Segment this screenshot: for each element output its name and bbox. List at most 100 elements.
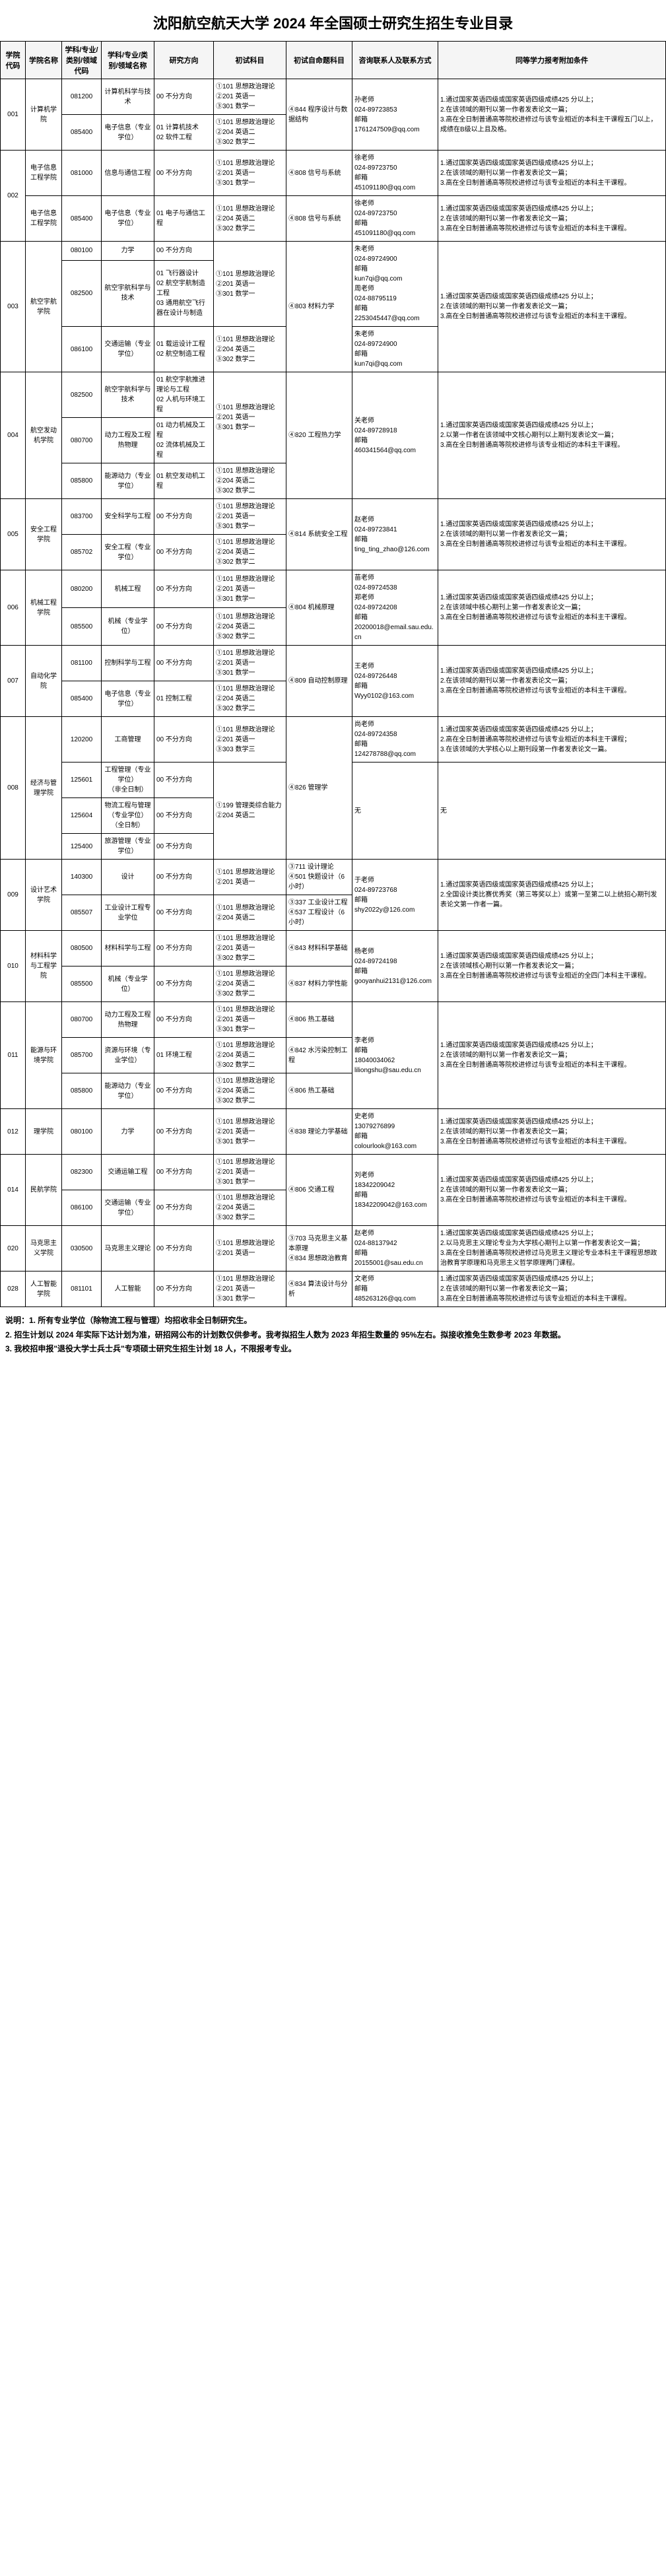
- table-cell: 电子信息（专业学位）: [102, 196, 154, 242]
- table-cell: 动力工程及工程热物理: [102, 1002, 154, 1038]
- table-cell: 080700: [62, 1002, 102, 1038]
- table-cell: ④808 信号与系统: [286, 196, 352, 242]
- table-cell: 002: [1, 151, 26, 242]
- table-cell: 航空宇航学院: [26, 242, 62, 372]
- table-cell: 120200: [62, 717, 102, 763]
- table-cell: 030500: [62, 1226, 102, 1271]
- table-cell: 史老师13079276899邮箱colourlook@163.com: [352, 1109, 438, 1155]
- table-cell: 航空发动机学院: [26, 372, 62, 499]
- table-cell: ④837 材料力学性能: [286, 966, 352, 1002]
- table-cell: 能源动力（专业学位）: [102, 1073, 154, 1109]
- table-row: 001计算机学院081200计算机科学与技术00 不分方向①101 思想政治理论…: [1, 79, 666, 115]
- table-row: 005安全工程学院083700安全科学与工程00 不分方向①101 思想政治理论…: [1, 499, 666, 535]
- table-cell: 01 电子与通信工程: [154, 196, 214, 242]
- table-cell: 1.通过国家英语四级或国家英语四级成绩425 分以上；2.在该领域的期刊以第一作…: [438, 646, 666, 717]
- table-cell: 电子信息工程学院: [26, 196, 62, 242]
- table-cell: 苗老师024-89724538郑老师024-89724208邮箱20200018…: [352, 570, 438, 646]
- table-cell: ①101 思想政治理论②204 英语二③302 数学二: [214, 681, 286, 717]
- table-cell: 电子信息工程学院: [26, 151, 62, 196]
- table-row: 014民航学院082300交通运输工程00 不分方向①101 思想政治理论②20…: [1, 1155, 666, 1190]
- table-cell: 085700: [62, 1038, 102, 1073]
- table-cell: ①101 思想政治理论②204 英语二③302 数学二: [214, 196, 286, 242]
- table-cell: 刘老师18342209042邮箱18342209042@163.com: [352, 1155, 438, 1226]
- table-cell: ④826 管理学: [286, 717, 352, 860]
- table-cell: 1.通过国家英语四级或国家英语四级成绩425 分以上；2.在该领域的期刊以第一作…: [438, 499, 666, 570]
- table-cell: ①101 思想政治理论②201 英语一③301 数学一: [214, 499, 286, 535]
- table-cell: 004: [1, 372, 26, 499]
- table-cell: 00 不分方向: [154, 1073, 214, 1109]
- table-cell: 00 不分方向: [154, 1109, 214, 1155]
- table-cell: 交通运输（专业学位）: [102, 327, 154, 372]
- table-cell: 文老师邮箱485263126@qq.com: [352, 1271, 438, 1307]
- table-cell: ④844 程序设计与数据结构: [286, 79, 352, 151]
- footer-notes: 说明：1. 所有专业学位（除物流工程与管理）均招收非全日制研究生。2. 招生计划…: [0, 1307, 666, 1363]
- table-cell: 00 不分方向: [154, 242, 214, 261]
- table-cell: ④842 水污染控制工程: [286, 1038, 352, 1073]
- table-cell: ①101 思想政治理论②201 英语一: [214, 1226, 286, 1271]
- table-cell: 材料科学与工程学院: [26, 931, 62, 1002]
- table-cell: ①101 思想政治理论②201 英语一③303 数学三: [214, 717, 286, 763]
- table-cell: ①101 思想政治理论②201 英语一③301 数学一: [214, 151, 286, 196]
- table-cell: 085800: [62, 463, 102, 499]
- table-cell: 材料科学与工程: [102, 931, 154, 966]
- table-cell: 杨老师024-89724198邮箱gooyanhui2131@126.com: [352, 931, 438, 1002]
- table-cell: 01 环境工程: [154, 1038, 214, 1073]
- table-cell: 00 不分方向: [154, 931, 214, 966]
- table-cell: ①101 思想政治理论②204 英语二③302 数学二: [214, 463, 286, 499]
- table-cell: 1.通过国家英语四级或国家英语四级成绩425 分以上；2.在该领域的期刊以第一作…: [438, 79, 666, 151]
- table-cell: ④809 自动控制原理: [286, 646, 352, 717]
- table-cell: 民航学院: [26, 1155, 62, 1226]
- table-cell: 085400: [62, 196, 102, 242]
- table-cell: 125604: [62, 798, 102, 834]
- table-cell: ④806 热工基础: [286, 1002, 352, 1038]
- table-cell: 1.通过国家英语四级或国家英语四级成绩425 分以上；2.全国设计类比赛优秀奖（…: [438, 860, 666, 931]
- table-cell: ①101 思想政治理论②201 英语一③301 数学一: [214, 1002, 286, 1038]
- table-cell: ①101 思想政治理论②204 英语二③302 数学二: [214, 327, 286, 372]
- table-cell: 01 航空宇航推进理论与工程02 人机与环境工程: [154, 372, 214, 418]
- table-cell: 00 不分方向: [154, 1002, 214, 1038]
- table-cell: 00 不分方向: [154, 79, 214, 115]
- table-cell: ④838 理论力学基础: [286, 1109, 352, 1155]
- table-cell: 能源动力（专业学位）: [102, 463, 154, 499]
- note-line: 2. 招生计划以 2024 年实际下达计划为准，研招网公布的计划数仅供参考。我考…: [5, 1328, 661, 1343]
- table-cell: 009: [1, 860, 26, 931]
- table-cell: 1.通过国家英语四级或国家英语四级成绩425 分以上；2.在该领域的期刊以第一作…: [438, 1271, 666, 1307]
- table-header-cell: 咨询联系人及联系方式: [352, 42, 438, 79]
- table-cell: 085800: [62, 1073, 102, 1109]
- table-cell: 014: [1, 1155, 26, 1226]
- table-cell: ①101 思想政治理论②204 英语二③302 数学二: [214, 608, 286, 646]
- table-cell: ①101 思想政治理论②204 英语二③302 数学二: [214, 966, 286, 1002]
- table-cell: 安全工程学院: [26, 499, 62, 570]
- table-cell: 080500: [62, 931, 102, 966]
- table-cell: 关老师024-89728918邮箱460341564@qq.com: [352, 372, 438, 499]
- table-cell: ①101 思想政治理论②204 英语二③302 数学二: [214, 1190, 286, 1226]
- table-cell: 计算机科学与技术: [102, 79, 154, 115]
- table-cell: 00 不分方向: [154, 608, 214, 646]
- table-cell: ④820 工程热力学: [286, 372, 352, 499]
- table-cell: 马克思主义理论: [102, 1226, 154, 1271]
- table-cell: 003: [1, 242, 26, 372]
- table-cell: 徐老师024-89723750邮箱451091180@qq.com: [352, 196, 438, 242]
- table-cell: 00 不分方向: [154, 763, 214, 798]
- table-cell: ①101 思想政治理论②201 英语一③301 数学一: [214, 1109, 286, 1155]
- table-cell: 028: [1, 1271, 26, 1307]
- table-cell: 1.通过国家英语四级或国家英语四级成绩425 分以上；2.在该领域的期刊以第一作…: [438, 196, 666, 242]
- table-cell: 082500: [62, 260, 102, 326]
- table-cell: 085500: [62, 966, 102, 1002]
- table-row: 010材料科学与工程学院080500材料科学与工程00 不分方向①101 思想政…: [1, 931, 666, 966]
- table-cell: ①199 管理类综合能力②204 英语二: [214, 763, 286, 860]
- table-cell: ①101 思想政治理论②201 英语一③302 数学二: [214, 931, 286, 966]
- table-cell: 082500: [62, 372, 102, 418]
- table-cell: 001: [1, 79, 26, 151]
- table-cell: 085400: [62, 115, 102, 151]
- table-cell: 安全工程（专业学位）: [102, 535, 154, 570]
- table-cell: 00 不分方向: [154, 1226, 214, 1271]
- page-title: 沈阳航空航天大学 2024 年全国硕士研究生招生专业目录: [0, 0, 666, 41]
- table-cell: 徐老师024-89723750邮箱451091180@qq.com: [352, 151, 438, 196]
- table-cell: 01 控制工程: [154, 681, 214, 717]
- table-cell: 马克思主义学院: [26, 1226, 62, 1271]
- table-cell: 资源与环境（专业学位）: [102, 1038, 154, 1073]
- table-cell: 工业设计工程专业学位: [102, 895, 154, 931]
- table-cell: 01 载运设计工程02 航空制造工程: [154, 327, 214, 372]
- table-cell: 设计艺术学院: [26, 860, 62, 931]
